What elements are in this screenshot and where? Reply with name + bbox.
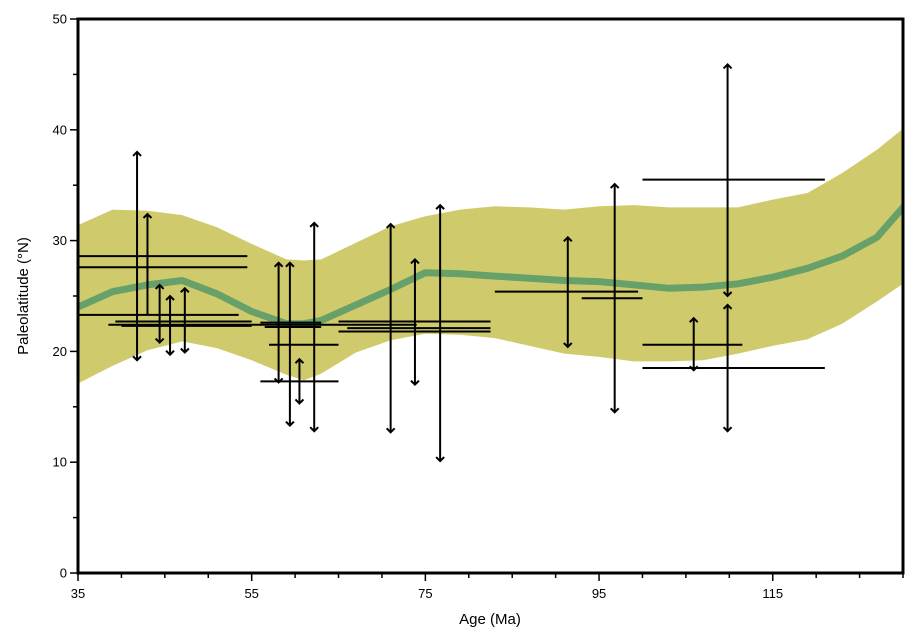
error-cap-bottom [285,420,295,428]
error-cap-top [435,203,445,210]
data-point [251,221,417,433]
error-cap-bottom [385,427,396,434]
x-tick-label: 35 [71,586,85,601]
data-point [581,182,643,414]
x-tick-label: 115 [762,586,783,601]
error-cap-top [154,283,165,290]
error-cap-top [722,303,733,310]
x-axis: 35 55 75 95 115 [71,573,904,601]
error-cap-top [285,261,295,268]
y-tick-label: 50 [53,12,67,27]
error-cap-top [689,316,699,323]
error-cap-top [294,357,305,364]
error-cap-top [142,212,153,219]
error-cap-top [609,182,620,189]
error-cap-top [180,286,190,293]
error-cap-bottom [563,342,573,349]
y-tick-label: 10 [53,455,67,470]
data-point [338,258,491,387]
y-tick-label: 0 [60,566,67,581]
data-point [642,63,825,298]
error-cap-top [722,63,733,70]
error-cap-bottom [154,337,165,344]
y-axis-title: Paleolatitude (°N) [15,237,32,355]
data-points-layer [78,63,825,463]
data-point [115,283,252,344]
x-axis-title: Age (Ma) [459,611,521,628]
error-cap-top [165,294,175,301]
error-cap-top [410,258,420,265]
error-cap-top [132,150,142,157]
x-tick-label: 75 [418,586,432,601]
y-tick-label: 40 [53,122,67,137]
mean-path-layer [78,203,903,328]
y-tick-label: 30 [53,233,67,248]
error-cap-bottom [609,407,620,414]
x-tick-label: 55 [244,586,258,601]
error-cap-bottom [722,426,733,433]
data-point [78,212,239,316]
data-point [642,303,825,433]
error-cap-top [309,221,319,228]
data-point [121,286,252,354]
y-axis: 0 10 20 30 40 50 [53,12,78,581]
x-tick-label: 95 [592,586,606,601]
error-cap-bottom [273,377,284,384]
error-cap-bottom [294,398,305,405]
error-cap-top [273,261,284,268]
error-cap-top [563,235,573,242]
data-point [347,203,491,463]
error-cap-bottom [435,456,445,463]
error-cap-bottom [309,426,319,433]
mean-path-line [78,203,903,328]
error-cap-bottom [180,347,190,354]
error-cap-bottom [132,355,142,362]
error-cap-bottom [722,291,733,298]
y-tick-label: 20 [53,344,67,359]
error-cap-bottom [165,350,175,357]
error-cap-bottom [410,379,420,387]
error-cap-top [385,222,396,229]
